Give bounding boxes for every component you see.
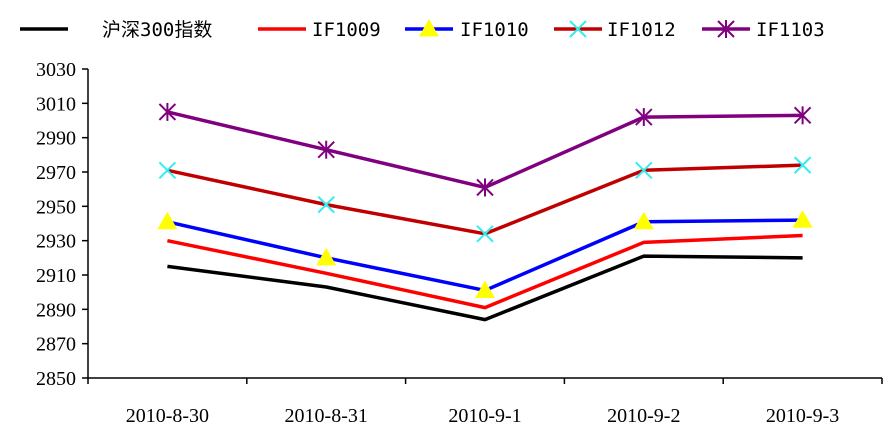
data-point (633, 211, 654, 230)
legend-label: IF1012 (607, 19, 676, 41)
legend-item: IF1012 (554, 19, 676, 41)
chart-plot-area (157, 102, 813, 322)
data-point (793, 156, 812, 174)
y-tick-label: 2950 (36, 196, 76, 218)
legend-marker (717, 20, 735, 38)
chart-axes: 2850 2870 2890 2910 2930 2950 2970 2990 3010 3030… (36, 59, 883, 427)
legend-label: IF1010 (460, 19, 529, 41)
y-tick-label: 2930 (36, 231, 76, 253)
legend-label: 沪深300指数 (102, 19, 212, 41)
legend-label: IF1009 (312, 19, 381, 41)
data-point (158, 102, 177, 121)
legend-marker (419, 19, 439, 37)
y-tick-label: 3030 (36, 59, 76, 81)
data-point (476, 178, 494, 197)
x-tick-label: 2010-9-3 (766, 405, 839, 427)
y-tick-label: 2870 (36, 334, 76, 356)
y-tick-label: 2850 (36, 368, 76, 390)
y-tick-label: 2910 (36, 265, 76, 287)
legend-item: IF1103 (702, 19, 825, 41)
y-tick-label: 2890 (36, 299, 76, 321)
data-point (157, 211, 178, 230)
x-tick-label: 2010-8-30 (126, 405, 209, 427)
data-point (317, 140, 335, 159)
data-point (475, 280, 495, 298)
series-line-1 (167, 233, 803, 310)
legend-label: IF1103 (756, 19, 825, 41)
y-tick-label: 3010 (36, 93, 76, 115)
legend-item: IF1010 (405, 19, 529, 41)
legend-item: 沪深300指数 (20, 19, 212, 41)
data-point (476, 225, 494, 243)
chart-legend: 沪深300指数 IF1009 IF1010 IF1012 IF1103 (20, 19, 825, 41)
series-line-3 (167, 163, 803, 236)
x-tick-label: 2010-9-1 (448, 405, 521, 427)
legend-marker (569, 20, 587, 38)
data-point (635, 108, 653, 127)
data-point (793, 106, 812, 125)
x-tick-label: 2010-9-2 (607, 405, 680, 427)
data-point (158, 161, 177, 179)
y-tick-label: 2970 (36, 162, 76, 184)
y-tick-label: 2990 (36, 128, 76, 150)
series-line-0 (167, 254, 803, 322)
data-point (317, 195, 335, 214)
data-point (316, 247, 337, 266)
legend-item: IF1009 (258, 19, 381, 41)
x-tick-label: 2010-8-31 (285, 405, 368, 427)
series-line-4 (166, 110, 803, 190)
data-point (792, 210, 813, 228)
data-point (635, 161, 653, 179)
